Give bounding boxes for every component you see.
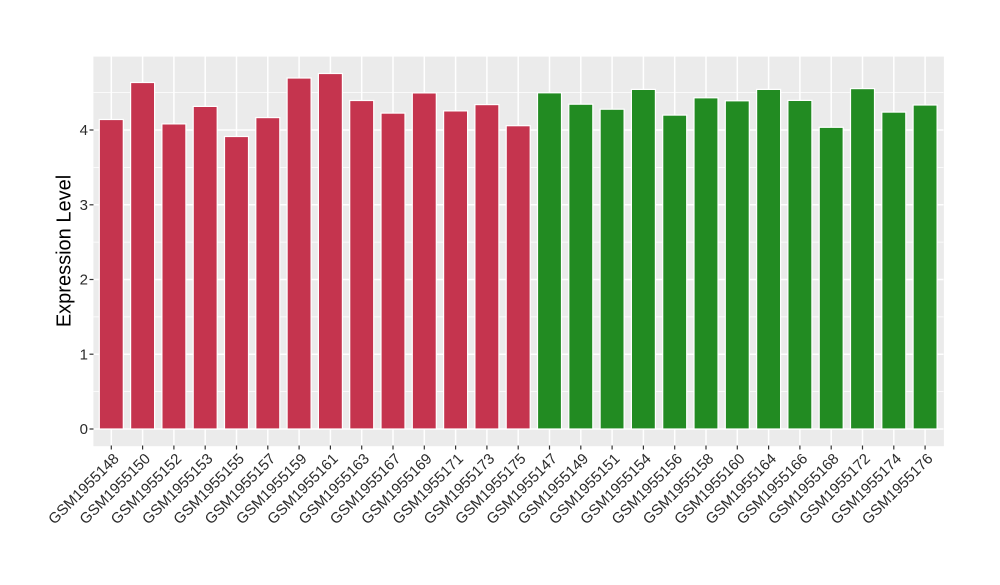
svg-text:4: 4 [80,122,88,139]
svg-text:Expression Level: Expression Level [54,175,76,327]
svg-text:0: 0 [80,421,88,438]
svg-text:1: 1 [80,346,88,363]
svg-text:2: 2 [80,272,88,289]
svg-text:3: 3 [80,197,88,214]
